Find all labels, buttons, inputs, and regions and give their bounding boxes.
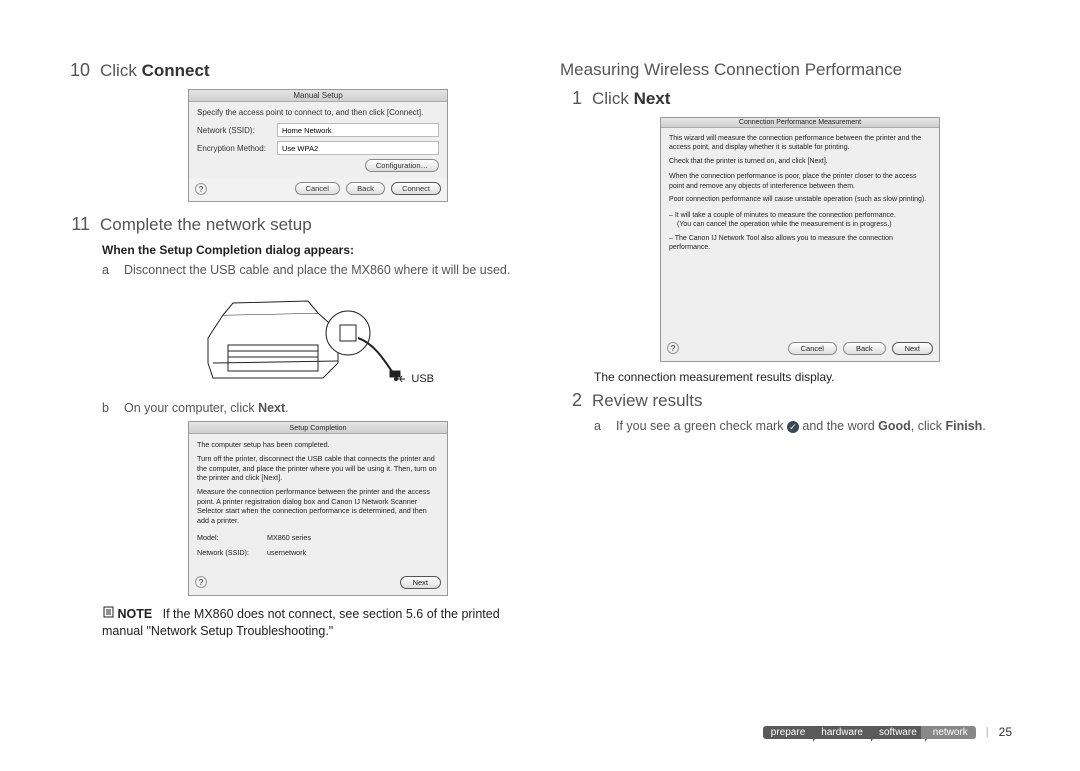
step-number: 11 [68, 214, 90, 235]
dlg3-p2: Check that the printer is turned on, and… [669, 157, 931, 166]
section-heading: Measuring Wireless Connection Performanc… [560, 60, 1012, 80]
note-text: If the MX860 does not connect, see secti… [102, 607, 500, 639]
step-number: 2 [560, 390, 582, 411]
dlg2-l3: Measure the connection performance betwe… [197, 487, 439, 524]
step-text: Complete the network setup [100, 215, 312, 235]
printer-illustration: USB [198, 283, 408, 393]
step-2a: a If you see a green check mark ✓ and th… [594, 419, 1012, 433]
network-label: Network (SSID): [197, 126, 277, 135]
dlg2-l1: The computer setup has been completed. [197, 440, 439, 449]
dlg2-l2: Turn off the printer, disconnect the USB… [197, 454, 439, 482]
note-label: NOTE [117, 607, 152, 621]
usb-label: USB [393, 373, 434, 385]
help-icon[interactable]: ? [667, 342, 679, 354]
sub-text: If you see a green check mark ✓ and the … [616, 419, 986, 433]
dlg3-p4: Poor connection performance will cause u… [669, 195, 931, 204]
step-text: Review results [592, 391, 703, 411]
crumb-software: software [867, 726, 925, 739]
connect-button[interactable]: Connect [391, 182, 441, 195]
step-text-b: Connect [142, 61, 210, 80]
dlg3-p1: This wizard will measure the connection … [669, 134, 931, 153]
page-number: 25 [999, 725, 1012, 739]
sub-letter: a [102, 263, 114, 277]
cancel-button[interactable]: Cancel [788, 342, 837, 355]
crumb-hardware: hardware [809, 726, 871, 739]
ssid-value: usernetwork [267, 548, 306, 557]
next-button[interactable]: Next [892, 342, 933, 355]
usb-text: USB [411, 373, 434, 385]
step-text: Click Next [592, 89, 670, 109]
step-10: 10 Click Connect [68, 60, 520, 81]
step-number: 10 [68, 60, 90, 81]
crumb-prepare: prepare [763, 726, 813, 739]
encryption-input[interactable] [277, 141, 439, 155]
right-column: Measuring Wireless Connection Performanc… [560, 60, 1012, 641]
model-key: Model: [197, 533, 267, 542]
separator: | [986, 726, 989, 738]
left-column: 10 Click Connect Manual Setup Specify th… [68, 60, 520, 641]
sub-text: On your computer, click Next. [124, 401, 289, 415]
help-icon[interactable]: ? [195, 576, 207, 588]
step-11b: b On your computer, click Next. [102, 401, 520, 415]
dialog-intro: Specify the access point to connect to, … [197, 108, 439, 117]
step-11: 11 Complete the network setup [68, 214, 520, 235]
checkmark-icon: ✓ [787, 421, 799, 433]
step-number: 1 [560, 88, 582, 109]
dlg3-b2: (You can cancel the operation while the … [669, 220, 931, 229]
footer: prepare hardware software network | 25 [763, 725, 1012, 739]
crumb-network: network [921, 726, 976, 739]
step-text-a: Click [100, 61, 142, 80]
cancel-button[interactable]: Cancel [295, 182, 340, 195]
help-icon[interactable]: ? [195, 183, 207, 195]
sub-text: Disconnect the USB cable and place the M… [124, 263, 510, 277]
sub-letter: a [594, 419, 606, 433]
dlg3-b3: – The Canon IJ Network Tool also allows … [669, 234, 931, 253]
ssid-key: Network (SSID): [197, 548, 267, 557]
measure-line: The connection measurement results displ… [594, 370, 1012, 384]
dialog-title: Manual Setup [189, 90, 447, 102]
manual-setup-dialog: Manual Setup Specify the access point to… [188, 89, 448, 202]
step-11a: a Disconnect the USB cable and place the… [102, 263, 520, 277]
encryption-label: Encryption Method: [197, 144, 277, 153]
model-value: MX860 series [267, 533, 311, 542]
note-icon [102, 606, 114, 624]
next-button[interactable]: Next [400, 576, 441, 589]
back-button[interactable]: Back [346, 182, 385, 195]
dialog-title: Connection Performance Measurement [661, 118, 939, 128]
step-1: 1 Click Next [560, 88, 1012, 109]
dlg3-b1: – It will take a couple of minutes to me… [669, 211, 931, 220]
network-input[interactable] [277, 123, 439, 137]
note-line: NOTE If the MX860 does not connect, see … [102, 606, 520, 641]
dlg3-p3: When the connection performance is poor,… [669, 172, 931, 191]
sub-letter: b [102, 401, 114, 415]
dialog-title: Setup Completion [189, 422, 447, 434]
configuration-button[interactable]: Configuration… [365, 159, 439, 172]
when-text: When the Setup Completion dialog appears… [102, 243, 520, 257]
setup-completion-dialog: Setup Completion The computer setup has … [188, 421, 448, 596]
usb-icon [393, 374, 407, 384]
step-text: Click Connect [100, 61, 210, 81]
back-button[interactable]: Back [843, 342, 886, 355]
connection-performance-dialog: Connection Performance Measurement This … [660, 117, 940, 362]
breadcrumb: prepare hardware software network [763, 726, 976, 739]
step-2: 2 Review results [560, 390, 1012, 411]
